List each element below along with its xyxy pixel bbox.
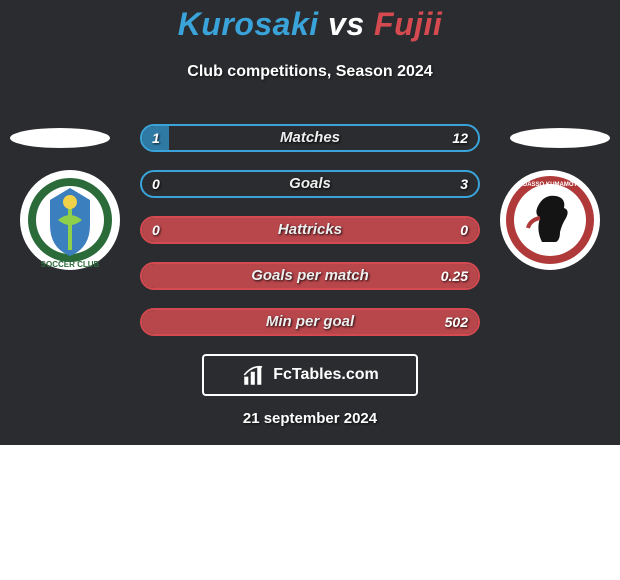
stat-value-right: 3 bbox=[460, 172, 468, 196]
player2-name: Fujii bbox=[374, 6, 442, 42]
subtitle: Club competitions, Season 2024 bbox=[0, 63, 620, 81]
svg-text:ROASSO KUMAMOTO: ROASSO KUMAMOTO bbox=[518, 182, 582, 188]
stat-value-right: 0 bbox=[460, 218, 468, 242]
brand-label: FcTables.com bbox=[273, 366, 379, 384]
date-text: 21 september 2024 bbox=[0, 410, 620, 427]
stat-label: Goals per match bbox=[142, 264, 478, 288]
comparison-panel: Kurosaki vs Fujii Club competitions, Sea… bbox=[0, 0, 620, 445]
club-crest-left-icon: SOCCER CLUB bbox=[20, 170, 120, 270]
bar-chart-icon bbox=[241, 362, 267, 388]
shadow-ellipse-left bbox=[10, 128, 110, 148]
stat-label: Hattricks bbox=[142, 218, 478, 242]
stat-value-right: 12 bbox=[452, 126, 468, 150]
stat-row: 0Hattricks0 bbox=[140, 216, 480, 244]
stat-label: Goals bbox=[142, 172, 478, 196]
stat-label: Matches bbox=[142, 126, 478, 150]
stat-row: 1Matches12 bbox=[140, 124, 480, 152]
stats-list: 1Matches120Goals30Hattricks0Goals per ma… bbox=[140, 124, 480, 354]
shadow-ellipse-right bbox=[510, 128, 610, 148]
stat-value-right: 0.25 bbox=[441, 264, 468, 288]
player1-name: Kurosaki bbox=[178, 6, 319, 42]
vs-text: vs bbox=[328, 6, 365, 42]
stat-row: Goals per match0.25 bbox=[140, 262, 480, 290]
club-badge-left: SOCCER CLUB bbox=[20, 170, 120, 270]
club-badge-right: ROASSO KUMAMOTO bbox=[500, 170, 600, 270]
club-crest-right-icon: ROASSO KUMAMOTO bbox=[500, 170, 600, 270]
stat-value-right: 502 bbox=[445, 310, 468, 334]
page-title: Kurosaki vs Fujii bbox=[0, 6, 620, 43]
stat-label: Min per goal bbox=[142, 310, 478, 334]
stat-row: Min per goal502 bbox=[140, 308, 480, 336]
stat-row: 0Goals3 bbox=[140, 170, 480, 198]
brand-box[interactable]: FcTables.com bbox=[202, 354, 418, 396]
badge-left-text: SOCCER CLUB bbox=[41, 260, 100, 269]
